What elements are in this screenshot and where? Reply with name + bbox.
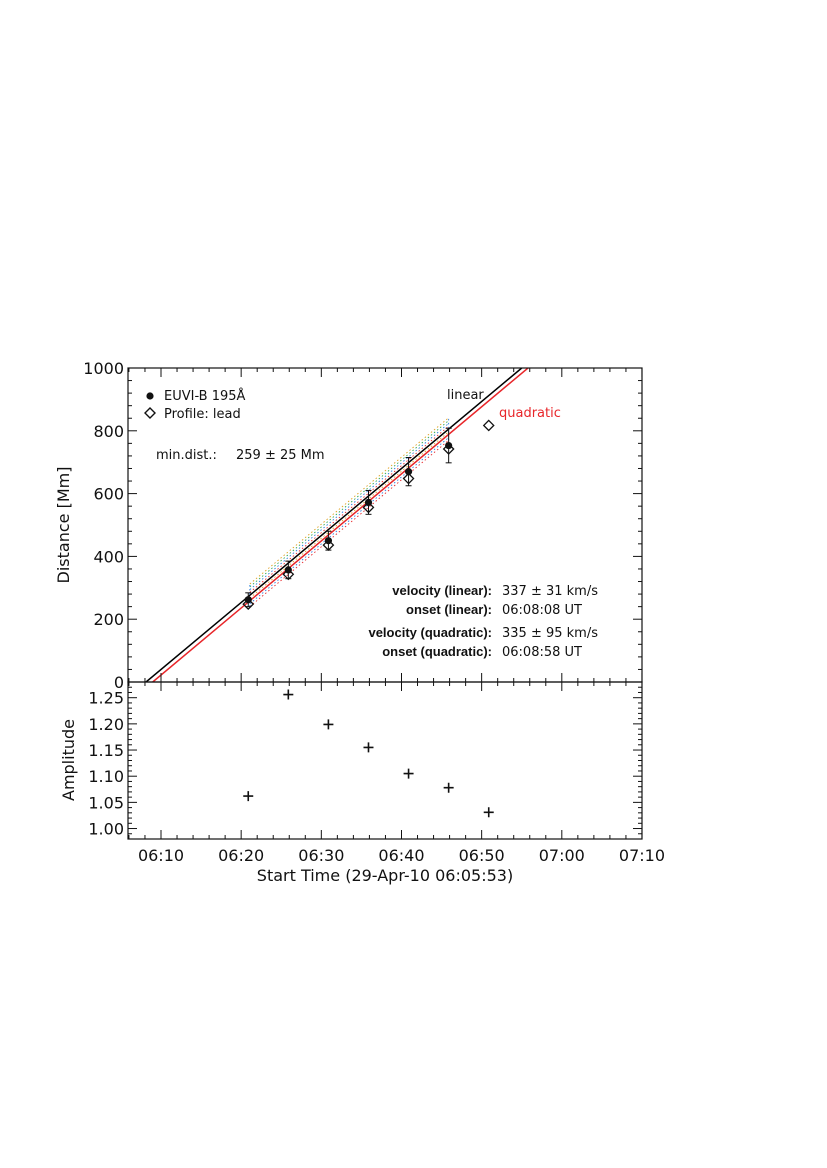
top-data-points [242,419,495,611]
top-y-axis-label: Distance [Mm] [54,467,73,584]
amplitude-data-point [363,742,374,753]
top-x-axis-ticks [128,368,643,682]
bottom-y-tick-label: 1.15 [88,741,124,760]
profile-lead-diamond-point [482,419,495,432]
profile-lead-diamond-point [282,568,295,581]
euvi-b-data-point [445,441,453,450]
x-axis-label: Start Time (29-Apr-10 06:05:53) [257,866,513,885]
bottom-panel: 1.00 1.05 1.10 1.15 1.20 1.25 06:10 06:20 06:30… [59,681,665,885]
profile-lead-diamond-point [322,539,335,552]
error-band-line [249,440,449,607]
profile-lead-diamond-point [242,598,255,611]
profile-lead-diamond-point [402,472,415,485]
top-y-tick-label: 1000 [83,359,124,378]
euvi-b-data-point [284,566,292,574]
legend-label-profile: Profile: lead [164,407,241,422]
euvi-b-data-point [364,498,373,506]
min-dist-value: 259 ± 25 Mm [236,448,325,463]
legend-filled-circle-marker [146,392,154,400]
x-tick-label: 06:30 [298,846,344,865]
bottom-y-tick-label: 1.20 [88,715,124,734]
euvi-b-data-point [404,468,413,476]
linear-fit-label: linear [447,388,484,403]
bottom-y-tick-label: 1.05 [88,793,124,812]
top-panel: 0 200 400 600 800 1000 Distance [Mm] EUVI-B 1… [54,359,643,692]
x-tick-label: 07:10 [619,846,665,865]
top-y-tick-label: 400 [93,547,124,566]
legend: EUVI-B 195Å Profile: lead [144,388,246,422]
amplitude-data-point [443,782,454,793]
top-y-tick-label: 0 [114,673,124,692]
velocity-quadratic-value: 335 ± 95 km/s [502,626,598,641]
x-tick-label: 06:40 [378,846,424,865]
fit-lines [145,368,529,682]
onset-quadratic-label: onset (quadratic): [382,644,492,659]
bottom-y-tick-label: 1.00 [88,820,124,839]
profile-lead-diamond-point [362,501,375,514]
quadratic-fit-label: quadratic [499,406,561,421]
bottom-y-axis-label: Amplitude [59,719,78,801]
euvi-b-data-point [324,537,333,545]
x-tick-label: 06:50 [459,846,505,865]
x-tick-label: 06:10 [138,846,184,865]
quadratic-fit-line [152,368,529,682]
top-y-tick-label: 600 [93,485,124,504]
velocity-quadratic-label: velocity (quadratic): [368,625,492,640]
x-tick-label: 07:00 [539,846,585,865]
error-band-line [249,420,449,588]
legend-open-diamond-marker [144,407,156,419]
error-band-line [249,417,449,585]
top-y-tick-label: 200 [93,610,124,629]
euvi-b-data-point [244,596,252,604]
bottom-y-axis-ticks: 1.00 1.05 1.10 1.15 1.20 1.25 [88,686,642,839]
bottom-x-axis-ticks: 06:10 06:20 06:30 06:40 06:50 07:00 07:10 [128,682,665,865]
amplitude-data-point [243,791,254,802]
bottom-plot-frame [127,681,643,840]
amplitude-data-point [403,768,414,779]
velocity-linear-value: 337 ± 31 km/s [502,584,598,599]
legend-label-euvi: EUVI-B 195Å [164,388,246,404]
top-y-tick-label: 800 [93,422,124,441]
onset-linear-value: 06:08:08 UT [502,603,582,618]
amplitude-data-point [323,719,334,730]
x-tick-label: 06:20 [218,846,264,865]
linear-fit-line [145,368,523,682]
amplitude-data-point [483,807,494,818]
profile-lead-diamond-point [442,443,455,455]
amplitude-data-point [283,689,294,700]
bottom-data-points [243,689,494,818]
onset-linear-label: onset (linear): [406,602,492,617]
fit-results: velocity (linear): 337 ± 31 km/s onset (… [368,583,598,660]
bottom-y-tick-label: 1.10 [88,767,124,786]
min-dist-label: min.dist.: [156,448,217,463]
bottom-y-tick-label: 1.25 [88,689,124,708]
velocity-linear-label: velocity (linear): [392,583,492,598]
onset-quadratic-value: 06:08:58 UT [502,645,582,660]
